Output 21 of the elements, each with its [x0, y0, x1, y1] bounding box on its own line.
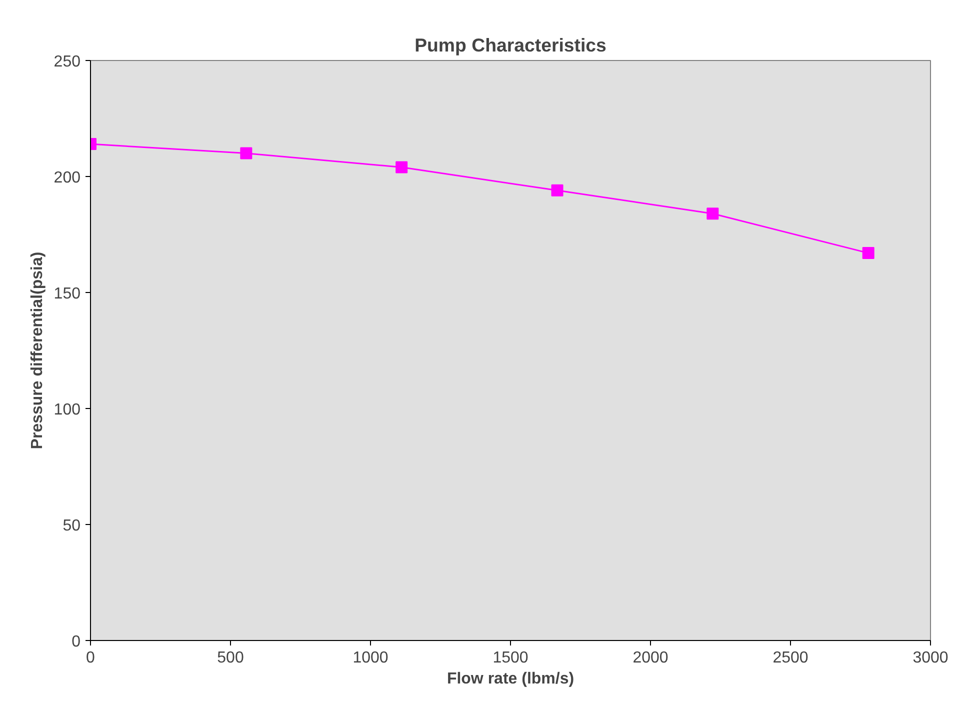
y-tick-label: 100 [54, 402, 81, 418]
point [551, 184, 564, 196]
point [706, 208, 719, 220]
point [862, 247, 874, 260]
y-tick-label: 0 [72, 634, 81, 650]
y-tick-label: 50 [62, 518, 81, 534]
y-tick-label: 200 [54, 170, 81, 186]
x-tick-label: 1000 [352, 650, 388, 666]
y-axis-title: Pressure differential(psia) [28, 252, 46, 450]
y-tick-label: 250 [54, 54, 81, 70]
x-tick-label: 0 [86, 650, 96, 666]
x-tick-label: 3000 [912, 650, 948, 666]
x-axis-title: Flow rate (lbm/s) [446, 670, 574, 688]
point [396, 161, 408, 174]
x-tick-label: 1500 [492, 650, 528, 666]
chart-title: Pump Characteristics [414, 34, 606, 56]
point [240, 147, 252, 160]
x-tick-label: 2500 [772, 650, 808, 666]
y-tick-label: 150 [54, 286, 81, 302]
x-tick-label: 2000 [632, 650, 668, 666]
x-tick-label: 500 [217, 650, 244, 666]
